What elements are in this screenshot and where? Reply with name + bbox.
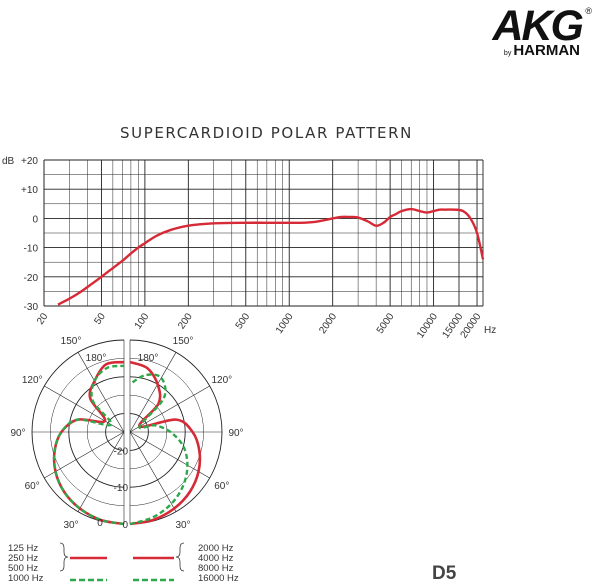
response-curve <box>57 207 485 306</box>
y-tick-label: 0 <box>32 214 38 225</box>
legend-freq: 16000 Hz <box>198 573 239 584</box>
y-tick-label: +20 <box>21 156 38 167</box>
polar-half-left <box>31 339 125 526</box>
y-tick-label: -30 <box>24 302 39 313</box>
legend-brace <box>59 542 69 572</box>
legend-freq: 1000 Hz <box>8 573 44 584</box>
akg-logo: AKG ® by HARMAN <box>462 2 592 59</box>
y-tick-label: -10 <box>24 244 39 255</box>
logo-sub-name: HARMAN <box>513 42 580 59</box>
polar-spoke <box>129 352 177 433</box>
polar-angle-label: 150° <box>173 336 194 347</box>
polar-curve <box>129 373 189 526</box>
polar-angle-label: 0 <box>97 518 103 529</box>
logo-registered-mark: ® <box>585 6 592 16</box>
polar-angle-label: 90° <box>10 428 25 439</box>
polar-spoke <box>129 431 177 512</box>
legend-brace <box>175 542 185 572</box>
y-tick-label: -20 <box>24 273 39 284</box>
polar-angle-label: 30° <box>63 520 78 531</box>
polar-ring-label: -20 <box>114 446 129 457</box>
polar-angle-label: 120° <box>211 375 232 386</box>
polar-spoke <box>77 352 125 433</box>
polar-spoke <box>129 385 210 433</box>
polar-angle-label: 60° <box>214 481 229 492</box>
chart-title: SUPERCARDIOID POLAR PATTERN <box>120 124 413 142</box>
polar-ring-label: -10 <box>114 483 129 494</box>
x-unit-label: Hz <box>484 325 496 336</box>
y-tick-label: +10 <box>21 185 38 196</box>
polar-curve <box>52 360 125 526</box>
legend-freq: 500 Hz <box>8 563 38 574</box>
polar-angle-label: 150° <box>61 336 82 347</box>
legend-freq: 2000 Hz <box>198 543 234 554</box>
polar-angle-label: 30° <box>175 520 190 531</box>
polar-angle-label: 180° <box>86 353 107 364</box>
polar-curve <box>129 360 202 526</box>
polar-angle-label: 90° <box>228 428 243 439</box>
legend-freq: 8000 Hz <box>198 563 234 574</box>
polar-spoke <box>44 431 125 479</box>
polar-ring-label: 0 <box>122 520 128 531</box>
polar-angle-label: 180° <box>138 353 159 364</box>
legend-freq: 250 Hz <box>8 553 38 564</box>
polar-spoke <box>129 431 210 479</box>
model-name: D5 <box>432 563 457 584</box>
legend-freq: 125 Hz <box>8 543 38 554</box>
logo-sub-by: by <box>503 50 512 57</box>
polar-half-right <box>129 339 223 526</box>
legend-freq: 4000 Hz <box>198 553 234 564</box>
polar-angle-label: 60° <box>25 481 40 492</box>
polar-spoke <box>77 431 125 512</box>
logo-wordmark: AKG <box>492 2 584 50</box>
polar-divider <box>126 350 129 530</box>
polar-angle-label: 120° <box>22 375 43 386</box>
logo-subtitle: by HARMAN <box>504 42 580 59</box>
y-unit-label: dB <box>2 156 15 167</box>
